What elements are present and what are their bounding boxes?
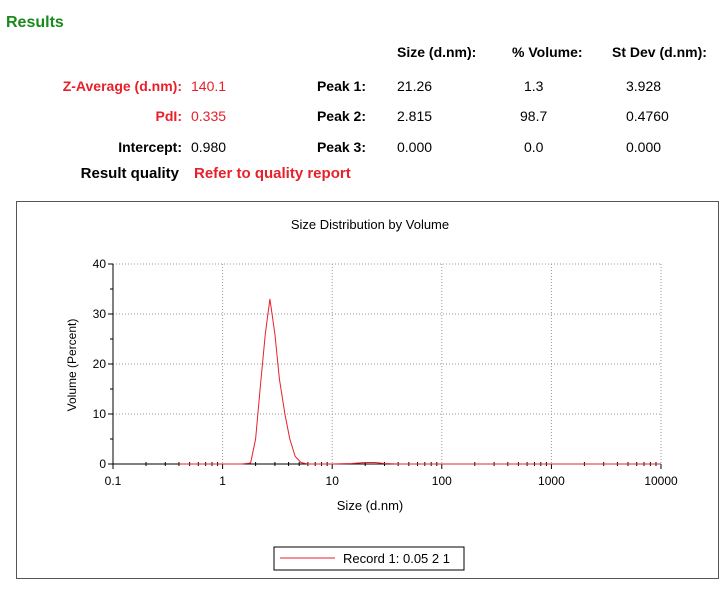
peak1-volume: 1.3 bbox=[524, 78, 544, 94]
peak3-stdev: 0.000 bbox=[626, 139, 662, 155]
peak2-volume: 98.7 bbox=[520, 108, 548, 124]
peak2-stdev: 0.4760 bbox=[626, 108, 669, 124]
series-line-record-1 bbox=[179, 298, 661, 465]
x-tick-label-5: 10000 bbox=[644, 474, 678, 488]
x-tick-label-2: 10 bbox=[326, 474, 340, 488]
peak3-label: Peak 3: bbox=[316, 139, 366, 155]
results-title: Results bbox=[6, 14, 64, 31]
peak1-size: 21.26 bbox=[397, 78, 433, 94]
x-tick-label-1: 1 bbox=[219, 474, 226, 488]
peak1-stdev: 3.928 bbox=[626, 78, 662, 94]
peak1-label: Peak 1: bbox=[316, 78, 366, 94]
volume-header: % Volume: bbox=[512, 44, 583, 60]
x-tick-label-0: 0.1 bbox=[105, 474, 122, 488]
pdi-value: 0.335 bbox=[191, 108, 227, 124]
y-tick-label-4: 40 bbox=[93, 257, 107, 271]
legend-box bbox=[273, 546, 465, 571]
size-distribution-chart: Size Distribution by Volume 0 10 20 30 40 0.1… bbox=[65, 217, 678, 571]
x-tick-label-4: 1000 bbox=[538, 474, 565, 488]
chart-frame: Size Distribution by Volume 0 10 20 30 40 0.1… bbox=[16, 201, 719, 579]
y-axis-label: Volume (Percent) bbox=[65, 319, 79, 412]
y-tick-label-1: 10 bbox=[93, 407, 107, 421]
chart-title: Size Distribution by Volume bbox=[291, 217, 449, 232]
y-tick-label-0: 0 bbox=[99, 457, 106, 471]
peak2-label: Peak 2: bbox=[316, 108, 366, 124]
peak2-size: 2.815 bbox=[397, 108, 433, 124]
y-tick-label-3: 30 bbox=[93, 307, 107, 321]
result-quality-link[interactable]: Refer to quality report bbox=[194, 165, 351, 182]
stdev-header: St Dev (d.nm): bbox=[612, 44, 707, 60]
intercept-value: 0.980 bbox=[191, 139, 227, 155]
x-axis-label: Size (d.nm) bbox=[337, 498, 403, 513]
zaverage-label: Z-Average (d.nm): bbox=[62, 78, 182, 94]
pdi-label: PdI: bbox=[155, 108, 182, 124]
peak3-size: 0.000 bbox=[397, 139, 433, 155]
legend-label-record-1: Record 1: 0.05 2 1 bbox=[343, 551, 450, 566]
size-header: Size (d.nm): bbox=[397, 44, 477, 60]
legend: Record 1: 0.05 2 1 bbox=[273, 546, 465, 571]
result-quality-label: Result quality bbox=[80, 165, 179, 182]
intercept-label: Intercept: bbox=[118, 139, 182, 155]
x-tick-label-3: 100 bbox=[432, 474, 452, 488]
y-tick-label-2: 20 bbox=[93, 357, 107, 371]
peak3-volume: 0.0 bbox=[524, 139, 544, 155]
zaverage-value: 140.1 bbox=[191, 78, 227, 94]
